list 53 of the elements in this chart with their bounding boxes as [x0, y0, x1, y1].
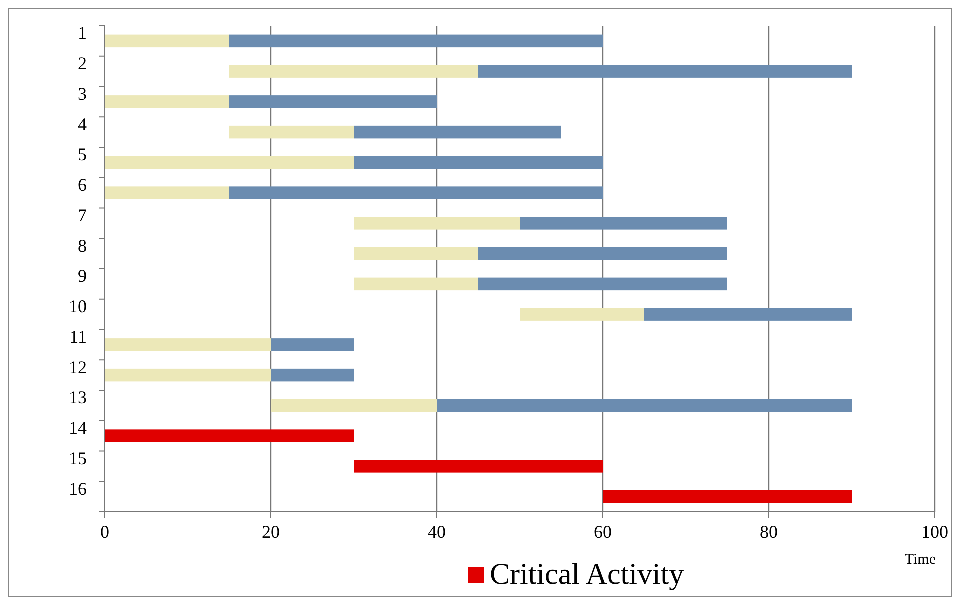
y-tick-label: 6	[78, 175, 87, 196]
bar	[644, 308, 852, 321]
bar	[520, 308, 644, 321]
bar	[105, 34, 230, 48]
x-tick-label: 60	[594, 522, 612, 542]
x-axis-title: Time	[904, 552, 936, 568]
bar	[354, 278, 478, 291]
bar	[230, 126, 354, 139]
y-tick-label: 15	[69, 448, 87, 468]
y-tick-label: 9	[78, 266, 87, 286]
y-tick-label: 12	[69, 357, 87, 378]
x-tick-label: 0	[100, 522, 110, 542]
bar	[105, 368, 271, 382]
bar	[271, 368, 354, 382]
bar	[230, 65, 478, 78]
x-tick-label: 80	[760, 522, 778, 542]
y-tick-label: 7	[78, 205, 87, 226]
bar	[354, 156, 603, 170]
bar	[354, 247, 478, 260]
x-tick-label: 40	[428, 522, 446, 542]
bar	[230, 186, 603, 200]
bar	[230, 34, 603, 48]
bar	[354, 126, 562, 139]
bar	[478, 65, 852, 78]
y-tick-label: 3	[78, 84, 87, 104]
legend-label: Critical Activity	[490, 558, 684, 591]
bar	[105, 96, 230, 108]
y-tick-label: 11	[70, 326, 87, 347]
bar	[230, 96, 437, 108]
bar	[105, 156, 354, 170]
bar	[603, 490, 852, 504]
bar	[271, 338, 354, 352]
bar	[105, 186, 230, 200]
bar	[105, 430, 354, 442]
bar	[520, 217, 728, 230]
bar	[354, 460, 603, 473]
y-tick-label: 1	[78, 23, 87, 44]
x-tick-label: 100	[922, 522, 948, 542]
bar	[105, 338, 271, 352]
y-tick-label: 16	[69, 478, 87, 499]
bar	[271, 399, 437, 412]
bar	[478, 247, 728, 260]
y-tick-label: 5	[78, 144, 87, 165]
bar	[437, 399, 852, 412]
bar	[354, 217, 520, 230]
y-tick-label: 2	[78, 54, 87, 74]
y-tick-label: 14	[69, 418, 87, 438]
y-tick-label: 8	[78, 236, 87, 256]
y-tick-label: 13	[69, 388, 87, 408]
x-tick-label: 20	[262, 522, 280, 542]
y-tick-label: 4	[78, 114, 87, 134]
y-tick-label: 10	[69, 296, 87, 317]
bar	[478, 278, 728, 291]
